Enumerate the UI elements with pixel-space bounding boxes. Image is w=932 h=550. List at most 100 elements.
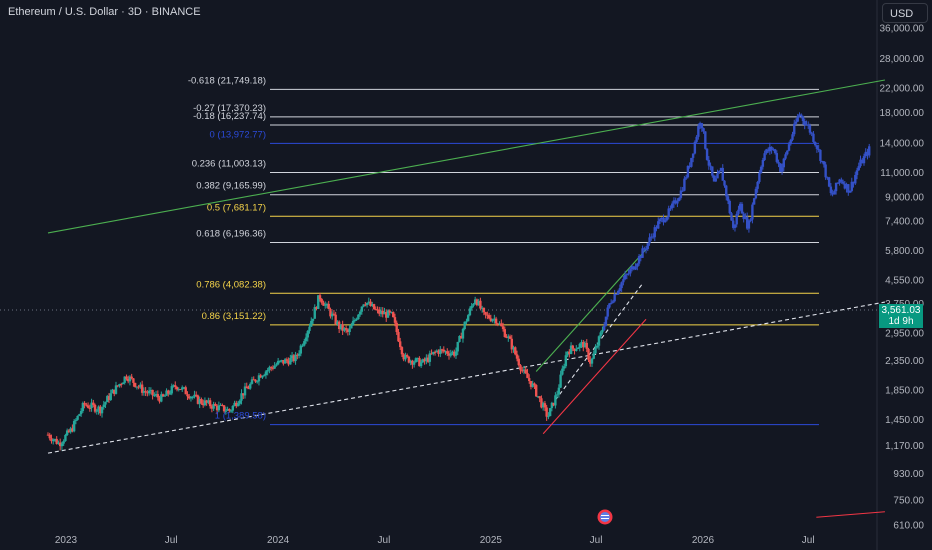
candle-body — [639, 256, 643, 258]
candle-body — [369, 301, 372, 306]
candle-body — [214, 404, 217, 406]
candle-body — [786, 150, 789, 155]
candle-body — [491, 319, 494, 322]
candle-body — [545, 407, 548, 417]
candle-body — [822, 161, 826, 165]
candle-body — [55, 438, 58, 444]
candle-body — [357, 314, 360, 320]
candle-body — [655, 227, 658, 229]
candle-body — [541, 403, 545, 408]
candle-body — [353, 319, 357, 321]
candle-body — [466, 315, 470, 322]
candle-body — [383, 312, 386, 315]
candle-body — [578, 343, 581, 348]
candle-body — [193, 394, 196, 397]
candle-body — [346, 329, 350, 333]
candle-body — [602, 325, 606, 330]
price-axis-label: 36,000.00 — [880, 24, 925, 35]
candle-body — [477, 300, 480, 306]
candle-body — [132, 378, 135, 383]
candle-body — [133, 382, 137, 387]
candle-body — [113, 389, 116, 394]
candle-body — [86, 405, 90, 408]
candle-body — [505, 336, 508, 338]
candle-body — [240, 393, 243, 401]
candle-body — [262, 375, 266, 377]
candle-body — [759, 166, 763, 173]
fib-level-label: 1 (1,389.58) — [215, 411, 266, 422]
candle-body — [228, 408, 231, 411]
candle-body — [554, 395, 557, 406]
candle-body — [123, 376, 126, 383]
currency-button[interactable]: USD — [882, 3, 928, 23]
candle-body — [392, 311, 395, 318]
candle-body — [412, 362, 416, 365]
time-axis-label: 2026 — [692, 535, 715, 546]
candle-body — [738, 203, 742, 210]
candle-body — [147, 390, 151, 394]
candle-body — [95, 410, 99, 412]
candle-body — [669, 208, 672, 210]
price-axis[interactable]: 36,000.00 28,000.00 22,000.00 18,000.00 14,0… — [880, 24, 925, 532]
candle-body — [636, 263, 639, 267]
candle-body — [153, 395, 156, 397]
fib-retracement-lines[interactable] — [0, 88, 877, 426]
candle-body — [646, 243, 649, 250]
candle-body — [768, 146, 772, 152]
candle-body — [196, 395, 200, 404]
candle-body — [702, 128, 705, 132]
candle-body — [362, 304, 365, 307]
candle-body — [325, 303, 329, 305]
time-axis[interactable]: 2023 Jul 2024 Jul 2025 Jul 2026 Jul — [55, 535, 815, 546]
candle-body — [676, 201, 679, 204]
candle-body — [177, 389, 180, 391]
candle-body — [156, 394, 160, 398]
candle-body — [252, 379, 255, 381]
candle-body — [548, 408, 552, 417]
candle-body — [135, 386, 139, 388]
trendlines[interactable] — [47, 79, 886, 518]
candle-body — [360, 306, 364, 312]
candle-body — [442, 349, 445, 352]
candle-body — [662, 217, 665, 223]
candle-body — [337, 321, 341, 330]
candle-body — [658, 219, 662, 222]
candle-body — [550, 402, 554, 409]
candle-body — [552, 402, 555, 406]
bottom-red-trendline — [816, 511, 885, 518]
earnings-event-icon[interactable] — [597, 509, 613, 525]
candle-body — [296, 354, 299, 356]
candle-body — [398, 341, 402, 348]
candle-body — [653, 227, 656, 238]
candle-body — [721, 167, 724, 181]
candle-body — [562, 366, 566, 369]
bar-countdown: 1d 9h — [888, 316, 914, 327]
candle-body — [704, 131, 707, 149]
last-price-value: 3,561.03 — [881, 305, 921, 316]
candle-body — [181, 387, 184, 390]
candle-body — [266, 370, 269, 372]
candle-body — [367, 301, 371, 303]
candle-body — [458, 335, 461, 342]
candle-body — [58, 442, 62, 447]
candle-body — [430, 353, 433, 355]
candle-body — [688, 165, 691, 167]
candle-body — [847, 184, 850, 193]
candle-body — [592, 353, 595, 359]
candle-body — [78, 414, 81, 416]
price-axis-label: 28,000.00 — [880, 54, 925, 65]
candle-body — [566, 351, 569, 356]
candle-body — [834, 182, 838, 192]
fib-level-label: 0.5 (7,681.17) — [207, 202, 266, 213]
candle-body — [205, 400, 208, 403]
candle-body — [168, 393, 172, 395]
candle-body — [395, 322, 398, 333]
candle-body — [140, 384, 144, 393]
candle-body — [440, 349, 444, 351]
candle-body — [332, 313, 336, 315]
candle-body — [848, 190, 852, 193]
price-axis-label: 2,350.00 — [885, 356, 924, 367]
candle-body — [439, 349, 442, 354]
candle-body — [125, 376, 128, 379]
